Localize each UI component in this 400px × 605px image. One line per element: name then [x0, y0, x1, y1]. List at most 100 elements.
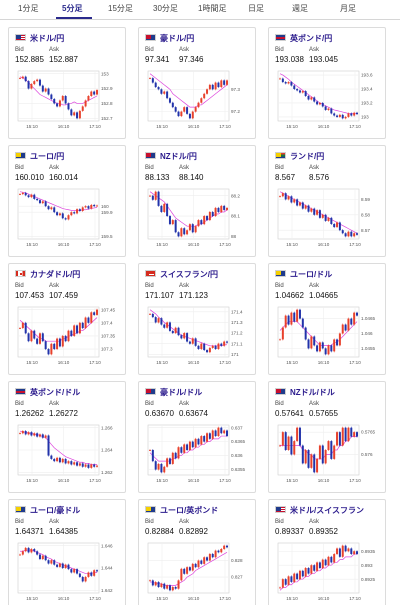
bid-value: 0.63670 — [145, 409, 174, 418]
mini-chart[interactable]: 15:10 16:10 17:10 193.6 193.4 193.2 193 — [276, 69, 381, 132]
candle — [30, 330, 33, 342]
rate-card[interactable]: ランド/円 Bid Ask 8.567 8.576 15:10 16:10 17:1… — [268, 145, 386, 257]
moving-average-line — [279, 191, 358, 234]
mini-chart[interactable]: 15:10 16:10 17:10 0.637 0.6365 0.636 0.6355 — [146, 423, 251, 486]
mini-chart[interactable]: 15:10 16:10 17:10 97.3 97.2 — [146, 69, 251, 132]
pair-name[interactable]: ユーロ/円 — [30, 152, 65, 161]
mini-chart[interactable]: 15:10 16:10 17:10 0.8935 0.893 0.8925 — [276, 541, 381, 604]
mini-chart[interactable]: 15:10 16:10 17:10 1.646 1.644 1.642 — [16, 541, 121, 604]
rate-card[interactable]: 豪ドル/ドル Bid Ask 0.63670 0.63674 15:10 16:1… — [138, 381, 256, 493]
pair-name[interactable]: 米ドル/スイスフラン — [290, 506, 364, 515]
rate-card[interactable]: 英ポンド/ドル Bid Ask 1.26262 1.26272 15:10 16:… — [8, 381, 126, 493]
pair-name[interactable]: NZドル/円 — [160, 152, 197, 161]
rate-card[interactable]: 米ドル/円 Bid Ask 152.885 152.887 15:10 16:10… — [8, 27, 126, 139]
rate-card[interactable]: ユーロ/ドル Bid Ask 1.04662 1.04665 15:10 16:1… — [268, 263, 386, 375]
pair-name[interactable]: ユーロ/豪ドル — [30, 506, 81, 515]
bid-value: 171.107 — [145, 291, 174, 300]
candle — [220, 80, 223, 88]
mini-chart[interactable]: 15:10 16:10 17:10 1.266 1.264 1.262 — [16, 423, 121, 486]
candle — [310, 97, 313, 100]
rate-card[interactable]: 豪ドル/円 Bid Ask 97.341 97.346 15:10 16:10 17… — [138, 27, 256, 139]
candle — [84, 206, 87, 208]
rate-card[interactable]: ユーロ/円 Bid Ask 160.010 160.014 15:10 16:10… — [8, 145, 126, 257]
mini-chart[interactable]: 15:10 16:10 17:10 1.0465 1.046 1.0455 — [276, 305, 381, 368]
pair-name[interactable]: 英ポンド/円 — [290, 34, 333, 43]
candle — [321, 559, 324, 568]
tab-1hour[interactable]: 1時間足 — [198, 4, 227, 13]
candle — [350, 231, 353, 237]
tab-daily[interactable]: 日足 — [248, 4, 264, 13]
rate-card[interactable]: ユーロ/英ポンド Bid Ask 0.82884 0.82892 15:10 16… — [138, 499, 256, 605]
rate-card[interactable]: NZドル/円 Bid Ask 88.133 88.140 15:10 16:10 1… — [138, 145, 256, 257]
rate-card[interactable]: ユーロ/豪ドル Bid Ask 1.64371 1.64385 15:10 16:… — [8, 499, 126, 605]
rate-card[interactable]: 米ドル/スイスフラン Bid Ask 0.89337 0.89352 15:10… — [268, 499, 386, 605]
candle — [287, 576, 290, 585]
candle — [211, 430, 214, 439]
tab-30min[interactable]: 30分足 — [153, 4, 178, 13]
mini-chart[interactable]: 15:10 16:10 17:10 171.4 171.3 171.2 171.1 171 — [146, 305, 251, 368]
moving-average-line — [279, 73, 357, 114]
pair-name[interactable]: NZドル/ドル — [290, 388, 335, 397]
x-tick-label: 15:10 — [26, 478, 38, 483]
rate-card[interactable]: NZドル/ドル Bid Ask 0.57641 0.57655 15:10 16:… — [268, 381, 386, 493]
candle — [90, 204, 93, 209]
pair-name[interactable]: ユーロ/ドル — [290, 270, 333, 279]
candle — [64, 218, 67, 220]
candle — [290, 196, 293, 203]
pair-name[interactable]: 豪ドル/ドル — [160, 388, 203, 397]
candle — [149, 195, 151, 197]
candle — [298, 90, 301, 93]
tab-monthly[interactable]: 月足 — [340, 4, 356, 13]
candle — [56, 212, 59, 216]
mini-chart[interactable]: 15:10 16:10 17:10 107.45 107.4 107.35 107.3 — [16, 305, 121, 368]
x-tick-label: 15:10 — [156, 596, 168, 601]
rate-card[interactable]: カナダドル/円 Bid Ask 107.453 107.459 15:10 16:… — [8, 263, 126, 375]
candle — [61, 213, 64, 219]
ask-label: Ask — [49, 283, 60, 289]
tab-15min[interactable]: 15分足 — [108, 4, 133, 13]
mini-chart[interactable]: 15:10 16:10 17:10 0.5765 0.576 — [276, 423, 381, 486]
candle — [197, 560, 200, 568]
candle — [200, 560, 203, 564]
tab-5min[interactable]: 5分足 — [62, 4, 83, 13]
candle — [313, 565, 316, 571]
candle — [333, 554, 336, 563]
moving-average-line — [149, 191, 228, 227]
pair-name[interactable]: 豪ドル/円 — [160, 34, 195, 43]
mini-chart[interactable]: 15:10 16:10 17:10 153 152.9 152.8 152.7 — [16, 69, 121, 132]
pair-header: ランド/円 — [275, 151, 383, 161]
pair-name[interactable]: ユーロ/英ポンド — [160, 506, 219, 515]
candle — [200, 220, 203, 225]
y-tick-label: 0.8935 — [361, 549, 375, 554]
candle — [214, 550, 217, 558]
y-tick-label: 1.646 — [101, 543, 113, 548]
pair-name[interactable]: ランド/円 — [290, 152, 325, 161]
candle — [284, 315, 287, 328]
candle — [313, 208, 316, 215]
candle — [318, 210, 321, 218]
mini-chart[interactable]: 15:10 16:10 17:10 88.2 88.1 88 — [146, 187, 251, 250]
candle — [341, 324, 344, 334]
candle — [78, 463, 81, 466]
mini-chart[interactable]: 15:10 16:10 17:10 0.828 0.827 — [146, 541, 251, 604]
candle — [53, 98, 56, 104]
pair-name[interactable]: 英ポンド/ドル — [30, 388, 81, 397]
y-tick-label: 88.1 — [231, 214, 240, 219]
moving-average-line — [19, 76, 98, 106]
y-tick-label: 107.4 — [101, 320, 113, 325]
x-tick-label: 15:10 — [286, 124, 298, 129]
candle-chart: 15:10 16:10 17:10 97.3 97.2 — [147, 70, 240, 129]
candle — [313, 97, 316, 102]
candle — [53, 560, 56, 565]
tab-1min[interactable]: 1分足 — [18, 4, 39, 13]
pair-name[interactable]: スイスフラン/円 — [160, 270, 218, 279]
pair-name[interactable]: 米ドル/円 — [30, 34, 65, 43]
candle — [194, 107, 197, 112]
pair-name[interactable]: カナダドル/円 — [30, 270, 81, 279]
rate-card[interactable]: スイスフラン/円 Bid Ask 171.107 171.123 15:10 16… — [138, 263, 256, 375]
rate-card[interactable]: 英ポンド/円 Bid Ask 193.038 193.045 15:10 16:1… — [268, 27, 386, 139]
mini-chart[interactable]: 15:10 16:10 17:10 160 159.9 159.5 — [16, 187, 121, 250]
mini-chart[interactable]: 15:10 16:10 17:10 8.59 8.58 8.57 — [276, 187, 381, 250]
tab-weekly[interactable]: 週足 — [292, 4, 308, 13]
candle — [327, 345, 330, 355]
